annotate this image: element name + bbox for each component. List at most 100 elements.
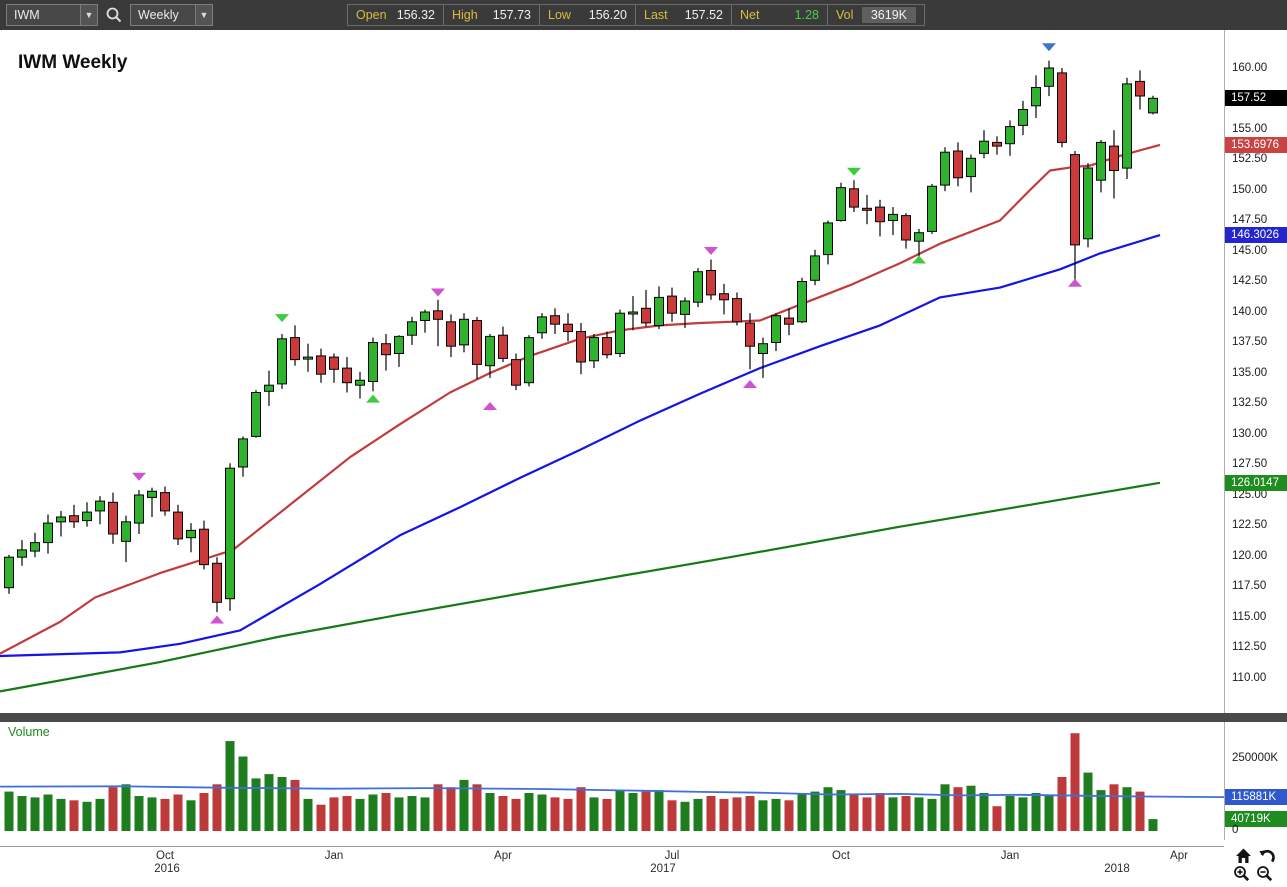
candle-body	[602, 337, 612, 356]
candle-body	[745, 322, 755, 347]
candle-body	[875, 206, 885, 223]
price-axis-label: 152.50	[1232, 153, 1268, 165]
volume-bar	[732, 797, 742, 831]
volume-bar	[134, 796, 144, 831]
volume-bar	[1109, 784, 1119, 831]
candle-body	[563, 323, 573, 333]
candle-body	[95, 500, 105, 512]
volume-bar	[537, 794, 547, 831]
volume-bar	[1057, 777, 1067, 831]
symbol-dropdown-value: IWM	[14, 8, 40, 22]
candle-body	[485, 335, 495, 367]
price-axis-label: 130.00	[1232, 427, 1268, 440]
volume-bar	[95, 798, 105, 831]
ma-fast-red	[0, 143, 1161, 655]
candle-body	[251, 392, 261, 437]
candle-body	[901, 215, 911, 241]
home-button[interactable]	[1234, 847, 1252, 864]
price-axis-label: 115.00	[1232, 610, 1267, 623]
candle-body	[199, 528, 209, 566]
signal-up-arrow	[210, 615, 224, 624]
price-axis-label: 110.00	[1232, 671, 1267, 684]
undo-button[interactable]	[1257, 847, 1275, 864]
candle-body	[758, 343, 768, 355]
candlestick-chart[interactable]	[0, 30, 1224, 713]
volume-bar	[342, 796, 352, 831]
volume-bar	[745, 796, 755, 831]
candle-body	[966, 157, 976, 178]
volume-bar	[563, 798, 573, 831]
candle-body	[316, 355, 326, 375]
time-axis-month-label: Apr	[494, 850, 512, 862]
volume-bar	[1122, 787, 1132, 831]
volume-bar	[381, 793, 391, 831]
time-axis-month-label: Jan	[1000, 850, 1020, 862]
zoom-in-icon	[1233, 866, 1249, 882]
volume-pane-title: Volume	[8, 725, 50, 739]
candle-body	[355, 379, 365, 386]
volume-bar	[238, 756, 248, 831]
candle-body	[303, 356, 313, 360]
chevron-down-icon[interactable]: ▼	[80, 5, 97, 25]
quote-low: Low 156.20	[540, 5, 636, 25]
time-axis-month-label: Apr	[1170, 850, 1188, 862]
candle-body	[407, 321, 417, 336]
signal-down-arrow	[847, 167, 861, 176]
volume-bar	[810, 791, 820, 831]
candle-body	[446, 321, 456, 347]
volume-bar	[615, 790, 625, 831]
volume-bar	[524, 793, 534, 831]
zoom-out-button[interactable]	[1255, 865, 1273, 882]
candle-body	[472, 320, 482, 365]
search-icon	[106, 7, 122, 23]
volume-bar	[953, 787, 963, 831]
candle-body	[1109, 145, 1119, 172]
volume-bar	[758, 800, 768, 831]
period-dropdown[interactable]: Weekly ▼	[130, 4, 213, 26]
volume-bar	[199, 793, 209, 831]
volume-bar	[589, 797, 599, 831]
candle-body	[836, 187, 846, 222]
search-button[interactable]	[102, 4, 126, 26]
quote-open-value: 156.32	[396, 8, 435, 22]
candle-body	[264, 384, 274, 392]
candle-body	[719, 293, 729, 301]
candle-body	[888, 213, 898, 221]
volume-ma	[0, 785, 1224, 798]
time-axis-month-label: Oct	[156, 850, 174, 862]
volume-bar	[459, 779, 469, 831]
volume-bar	[433, 784, 443, 831]
signal-down-arrow	[431, 288, 445, 297]
ma-slow-green	[0, 481, 1161, 693]
signal-down-arrow	[704, 247, 718, 255]
home-icon	[1235, 848, 1251, 863]
candle-body	[30, 542, 40, 552]
candle-body	[537, 316, 547, 334]
volume-bar	[849, 794, 859, 831]
volume-bar	[1148, 819, 1158, 831]
candle-body	[706, 270, 716, 296]
candle-body	[1005, 126, 1015, 145]
volume-chart[interactable]	[0, 722, 1224, 840]
volume-bar	[329, 797, 339, 831]
zoom-in-button[interactable]	[1232, 865, 1250, 882]
candle-body	[680, 300, 690, 315]
symbol-dropdown[interactable]: IWM ▼	[6, 4, 98, 26]
pane-divider[interactable]	[0, 713, 1287, 722]
volume-bar	[511, 798, 521, 831]
volume-bar	[290, 779, 300, 831]
volume-bar	[1031, 793, 1041, 831]
price-axis: 160.00 155.00 152.50 150.00 147.50 145.00 142.…	[1224, 30, 1287, 840]
volume-bar	[719, 798, 729, 831]
quote-low-label: Low	[548, 8, 571, 22]
ma-mid-blue	[0, 234, 1161, 658]
zoom-out-icon	[1256, 866, 1272, 882]
volume-bar	[1044, 794, 1054, 831]
candle-body	[368, 342, 378, 382]
signal-down-arrow	[132, 472, 146, 481]
chevron-down-icon[interactable]: ▼	[195, 5, 212, 25]
candle-body	[667, 295, 677, 314]
candle-body	[225, 467, 235, 600]
price-badge: 157.52	[1225, 90, 1287, 107]
candle-body	[186, 529, 196, 539]
